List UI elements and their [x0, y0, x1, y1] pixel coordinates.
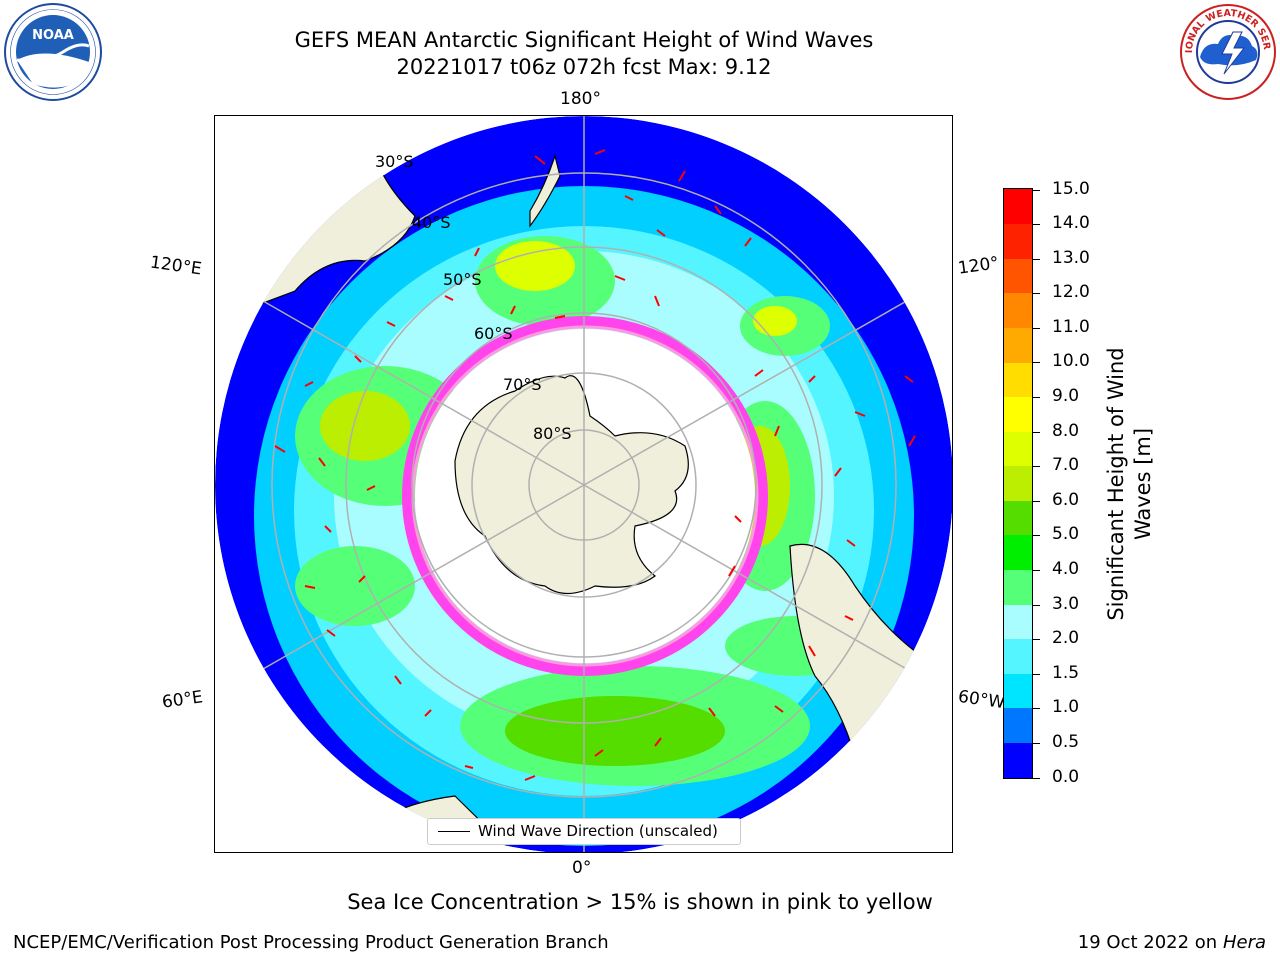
colorbar-segment [1004, 742, 1032, 778]
colorbar-tick [1033, 258, 1040, 260]
colorbar-segment [1004, 292, 1032, 328]
colorbar-segment [1004, 707, 1032, 743]
lon-label-0: 0° [572, 858, 592, 878]
colorbar-tick [1033, 708, 1040, 710]
colorbar-tick-label: 1.0 [1052, 697, 1080, 718]
colorbar-segment [1004, 638, 1032, 674]
lat-label-50s: 50°S [443, 270, 482, 289]
colorbar-title-line-2: Waves [m] [1131, 427, 1155, 541]
polar-map [215, 116, 952, 852]
lon-label-180: 180° [560, 89, 601, 109]
colorbar-tick-label: 0.0 [1052, 766, 1080, 787]
colorbar-tick [1033, 327, 1040, 329]
colorbar-segment [1004, 431, 1032, 467]
colorbar-tick [1033, 431, 1040, 433]
colorbar-segment [1004, 223, 1032, 259]
map-legend: Wind Wave Direction (unscaled) [427, 818, 741, 845]
colorbar-tick [1033, 224, 1040, 226]
map-panel [214, 115, 953, 853]
colorbar-segment [1004, 465, 1032, 501]
date-label: 19 Oct 2022 on [1077, 932, 1223, 953]
colorbar-tick-label: 6.0 [1052, 489, 1080, 510]
nws-logo: NATIONAL WEATHER SERVICE [1174, 0, 1278, 102]
colorbar-segment [1004, 604, 1032, 640]
colorbar-segment [1004, 534, 1032, 571]
lon-label-120w: 120° [956, 253, 1001, 279]
colorbar-tick-label: 1.5 [1052, 662, 1080, 683]
colorbar-segment [1004, 673, 1032, 709]
colorbar-tick-label: 14.0 [1052, 213, 1090, 234]
colorbar-tick-label: 9.0 [1052, 386, 1080, 407]
colorbar-segment [1004, 569, 1032, 605]
lon-label-60w: 60°W [956, 686, 1007, 714]
colorbar-segment [1004, 327, 1032, 363]
colorbar-tick [1033, 639, 1040, 641]
colorbar-tick [1033, 466, 1040, 468]
colorbar-segment [1004, 258, 1032, 294]
colorbar-tick [1033, 604, 1040, 606]
colorbar-tick [1033, 293, 1040, 295]
colorbar-title: Significant Height of Wind Waves [m] [1103, 347, 1157, 620]
chart-title: GEFS MEAN Antarctic Significant Height o… [0, 27, 1168, 81]
colorbar-tick [1033, 673, 1040, 675]
colorbar-tick-label: 12.0 [1052, 282, 1090, 303]
machine-name: Hera [1222, 932, 1266, 953]
credit-text: NCEP/EMC/Verification Post Processing Pr… [13, 932, 609, 953]
lat-label-80s: 80°S [533, 424, 572, 443]
sea-ice-note: Sea Ice Concentration > 15% is shown in … [347, 890, 933, 914]
colorbar-title-line-1: Significant Height of Wind [1104, 347, 1128, 621]
colorbar-tick [1033, 500, 1040, 502]
wind-wave-arrows [274, 149, 916, 781]
lon-label-60e: 60°E [160, 687, 205, 713]
sea-ice-edge [402, 316, 768, 676]
colorbar-tick-label: 4.0 [1052, 558, 1080, 579]
colorbar-tick-label: 7.0 [1052, 455, 1080, 476]
colorbar-tick [1033, 742, 1040, 744]
colorbar-tick-label: 0.5 [1052, 731, 1080, 752]
colorbar-tick-label: 10.0 [1052, 351, 1090, 372]
colorbar-tick-label: 11.0 [1052, 316, 1090, 337]
colorbar-tick [1033, 362, 1040, 364]
title-line-1: GEFS MEAN Antarctic Significant Height o… [294, 28, 874, 52]
title-line-2: 20221017 t06z 072h fcst Max: 9.12 [396, 55, 772, 79]
new-zealand-land [529, 153, 561, 228]
colorbar-segment [1004, 361, 1032, 398]
colorbar-tick-label: 2.0 [1052, 628, 1080, 649]
lon-label-120e: 120°E [148, 252, 203, 280]
legend-label: Wind Wave Direction (unscaled) [478, 822, 718, 840]
colorbar-segment [1004, 396, 1032, 432]
date-text: 19 Oct 2022 on Hera [1078, 932, 1266, 953]
noaa-logo: NOAA [3, 2, 103, 102]
lat-label-60s: 60°S [474, 324, 513, 343]
lat-label-30s: 30°S [375, 152, 414, 171]
colorbar-tick-label: 15.0 [1052, 178, 1090, 199]
colorbar-tick-label: 3.0 [1052, 593, 1080, 614]
colorbar [1003, 188, 1033, 779]
colorbar-tick [1033, 189, 1040, 191]
lat-label-40s: 40°S [412, 213, 451, 232]
antarctica-land [454, 375, 689, 595]
colorbar-tick [1033, 569, 1040, 571]
colorbar-tick-label: 13.0 [1052, 247, 1090, 268]
lat-label-70s: 70°S [503, 375, 542, 394]
noaa-logo-text: NOAA [32, 28, 74, 43]
colorbar-segment [1004, 189, 1032, 225]
colorbar-tick [1033, 397, 1040, 399]
legend-line-sample [438, 831, 470, 832]
colorbar-tick-label: 5.0 [1052, 524, 1080, 545]
colorbar-tick [1033, 535, 1040, 537]
colorbar-segment [1004, 500, 1032, 536]
colorbar-tick-label: 8.0 [1052, 420, 1080, 441]
colorbar-tick [1033, 777, 1040, 779]
